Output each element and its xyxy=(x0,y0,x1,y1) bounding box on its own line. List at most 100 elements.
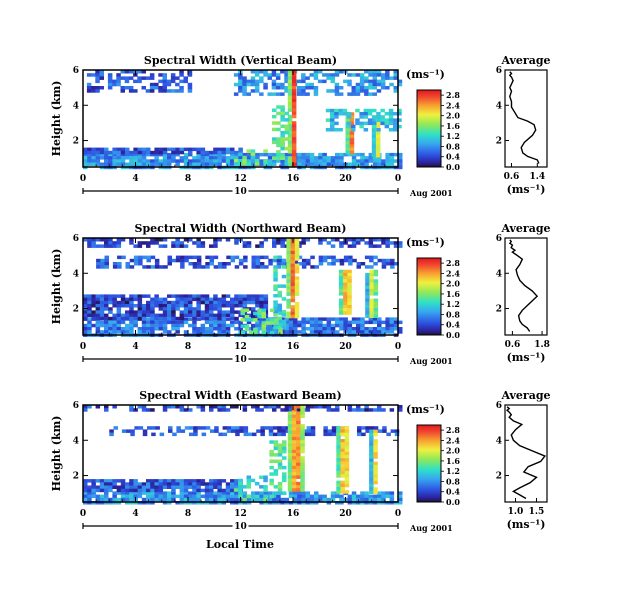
heatmap-cell xyxy=(343,317,348,321)
heatmap-cell xyxy=(287,449,293,454)
heatmap-cell xyxy=(183,408,189,412)
heatmap-cell xyxy=(290,308,296,312)
heatmap-cell xyxy=(272,140,277,144)
panel-1: Spectral Width (Vertical Beam)0 4 8 12 16 20 0… xyxy=(50,54,551,198)
heatmap-cell xyxy=(297,408,302,412)
heatmap-cell xyxy=(371,144,377,148)
heatmap-cell xyxy=(154,488,159,493)
heatmap-cell xyxy=(137,152,143,157)
heatmap-cell xyxy=(276,494,281,499)
heatmap-cell xyxy=(225,300,231,305)
heatmap-cell xyxy=(369,298,374,302)
heatmap-cell xyxy=(377,238,382,242)
heatmap-cell xyxy=(330,159,336,163)
heatmap-cell xyxy=(300,443,305,447)
heatmap-cell xyxy=(300,449,305,454)
heatmap-cell xyxy=(276,258,282,263)
heatmap-cell xyxy=(116,241,122,245)
heatmap-cell xyxy=(373,308,379,312)
heatmap-cell xyxy=(83,323,88,328)
heatmap-cell xyxy=(150,482,155,486)
heatmap-cell xyxy=(380,76,386,80)
heatmap-cell xyxy=(349,112,355,116)
heatmap-cell xyxy=(129,482,134,486)
heatmap-cell xyxy=(162,330,168,334)
heatmap-cell xyxy=(336,426,341,430)
heatmap-cell xyxy=(120,86,125,90)
heatmap-cell xyxy=(393,241,399,245)
heatmap-cell xyxy=(368,497,374,502)
heatmap-cell xyxy=(213,494,218,499)
heatmap-cell xyxy=(104,485,109,489)
heatmap-cell xyxy=(287,462,293,467)
heatmap-cell xyxy=(300,440,305,444)
heatmap-cell xyxy=(381,265,387,269)
heatmap-cell xyxy=(330,327,336,331)
profile-y-tick-label: 2 xyxy=(496,137,502,147)
heatmap-cell xyxy=(356,405,361,409)
heatmap-cell xyxy=(133,479,138,483)
heatmap-cell xyxy=(83,488,88,493)
heatmap-cell xyxy=(389,494,395,499)
heatmap-cell xyxy=(108,488,113,493)
heatmap-cell xyxy=(287,146,293,151)
heatmap-cell xyxy=(280,408,285,412)
heatmap-cell xyxy=(230,482,235,486)
heatmap-cell xyxy=(259,244,264,248)
heatmap-cell xyxy=(336,451,341,456)
heatmap-cell xyxy=(389,491,395,495)
heatmap-cell xyxy=(309,497,315,502)
heatmap-cell xyxy=(363,128,369,132)
heatmap-cell xyxy=(356,317,361,321)
heatmap-cell xyxy=(221,297,227,302)
heatmap-cell xyxy=(340,448,345,453)
heatmap-cell xyxy=(233,82,239,87)
heatmap-cell xyxy=(281,326,287,330)
heatmap-cell xyxy=(184,426,190,430)
heatmap-cell xyxy=(226,429,232,433)
heatmap-cell xyxy=(287,481,293,486)
heatmap-cell xyxy=(364,408,369,412)
heatmap-cell xyxy=(385,244,390,248)
heatmap-cell xyxy=(196,156,201,160)
heatmap-cell xyxy=(381,162,386,166)
heatmap-cell xyxy=(192,156,197,160)
heatmap-cell xyxy=(364,241,369,245)
heatmap-cell xyxy=(284,124,290,128)
heatmap-cell xyxy=(364,255,370,260)
heatmap-cell xyxy=(369,255,374,260)
heatmap-cell xyxy=(158,497,164,502)
heatmap-cell xyxy=(217,323,222,328)
heatmap-cell xyxy=(339,156,344,160)
heatmap-cell xyxy=(347,279,352,283)
heatmap-cell xyxy=(213,323,218,328)
heatmap-cell xyxy=(192,320,197,325)
heatmap-cell xyxy=(325,118,331,122)
heatmap-cell xyxy=(287,102,293,106)
heatmap-cell xyxy=(183,497,189,502)
heatmap-cell xyxy=(373,304,379,309)
heatmap-cell xyxy=(347,285,352,290)
heatmap-cell xyxy=(167,494,172,499)
heatmap-cell xyxy=(294,308,300,312)
heatmap-cell xyxy=(146,488,151,493)
heatmap-cell xyxy=(137,241,143,245)
heatmap-cell xyxy=(255,300,260,305)
heatmap-cell xyxy=(318,327,323,331)
heatmap-cell xyxy=(269,330,275,335)
heatmap-cell xyxy=(254,73,260,77)
heatmap-cell xyxy=(388,118,394,122)
heatmap-cell xyxy=(305,320,311,325)
heatmap-cell xyxy=(339,262,345,266)
heatmap-cell xyxy=(373,468,378,472)
heatmap-cell xyxy=(108,479,113,483)
heatmap-cell xyxy=(385,258,391,263)
heatmap-cell xyxy=(355,108,360,113)
heatmap-cell xyxy=(287,424,293,428)
heatmap-cell xyxy=(209,162,214,166)
heatmap-cell xyxy=(251,494,256,499)
heatmap-cell xyxy=(95,86,100,90)
heatmap-cell xyxy=(158,73,163,77)
heatmap-cell xyxy=(179,491,185,495)
heatmap-cell xyxy=(175,241,180,245)
